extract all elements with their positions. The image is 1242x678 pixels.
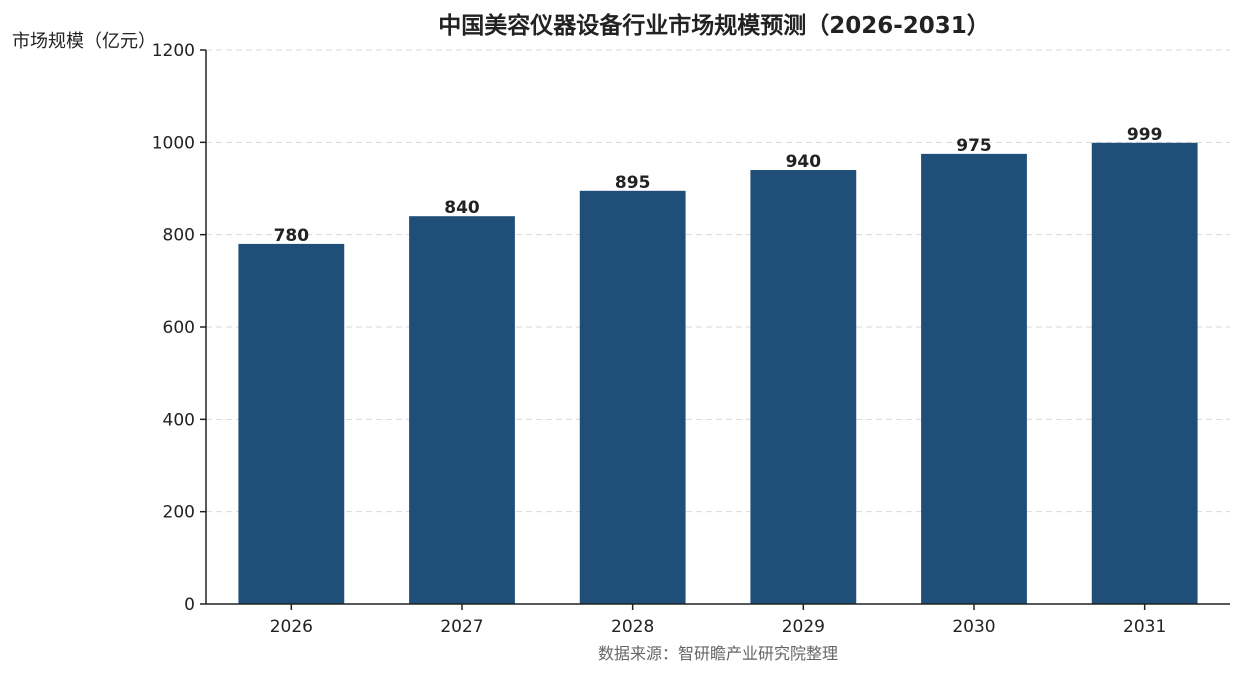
bar-2027 [409,216,515,604]
bar-2030 [921,153,1027,604]
bars [238,142,1198,605]
y-tick-label: 0 [184,595,195,615]
y-axis-label: 市场规模（亿元） [12,31,156,52]
chart-title: 中国美容仪器设备行业市场规模预测（2026-2031） [438,12,990,39]
data-labels: 780 840 895 940 975 999 [274,125,1163,246]
data-label-2031: 999 [1127,125,1163,145]
x-tick-label: 2030 [952,617,995,637]
y-tick-label: 600 [163,318,195,338]
y-tick-label: 400 [163,410,195,430]
x-tick-labels: 2026 2027 2028 2029 2030 2031 [270,617,1167,637]
x-tick-label: 2027 [440,617,483,637]
bar-2031 [1091,142,1198,605]
data-label-2026: 780 [274,226,310,246]
bar-2028 [579,190,686,604]
bar-2029 [750,170,857,605]
data-label-2030: 975 [956,136,992,156]
y-tick-label: 1200 [152,41,195,61]
data-label-2028: 895 [615,173,651,193]
y-tick-label: 1000 [152,133,195,153]
bar-2026 [238,243,345,604]
x-tick-label: 2028 [611,617,654,637]
source-note: 数据来源：智研瞻产业研究院整理 [598,644,838,663]
y-tick-labels: 0 200 400 600 800 1000 1200 [152,41,195,615]
x-tick-label: 2031 [1123,617,1166,637]
axes [200,49,1230,610]
x-tick-label: 2026 [270,617,313,637]
grid-lines [206,49,1230,513]
data-label-2029: 940 [786,152,822,172]
x-tick-label: 2029 [782,617,825,637]
y-tick-label: 800 [163,226,195,246]
data-label-2027: 840 [444,198,480,218]
y-tick-label: 200 [163,503,195,523]
